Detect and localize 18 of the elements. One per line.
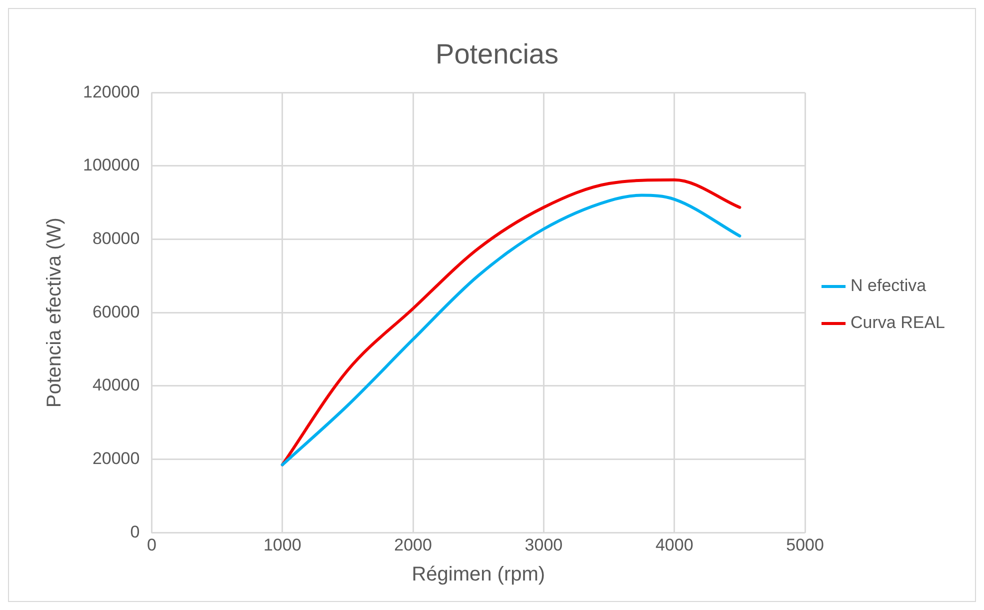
y-tick-label: 120000 <box>82 82 140 102</box>
y-axis-title: Potencia efectiva (W) <box>44 218 66 408</box>
x-tick-label: 0 <box>146 535 156 554</box>
y-tick-label: 20000 <box>92 448 140 468</box>
legend-label: N efectiva <box>850 276 927 296</box>
chart-title: Potencias <box>436 38 558 70</box>
legend-label: Curva REAL <box>850 313 946 332</box>
y-tick-label: 0 <box>130 522 140 542</box>
x-axis-title: Régimen (rpm) <box>412 564 546 586</box>
y-tick-label: 80000 <box>92 228 140 248</box>
x-tick-label: 5000 <box>786 535 824 554</box>
x-tick-label: 1000 <box>263 535 302 554</box>
x-tick-label: 4000 <box>655 535 694 554</box>
x-tick-label: 3000 <box>524 535 563 554</box>
y-tick-label: 60000 <box>92 302 140 322</box>
y-tick-label: 100000 <box>82 156 140 175</box>
y-tick-label: 40000 <box>92 376 140 395</box>
x-tick-label: 2000 <box>394 535 432 554</box>
